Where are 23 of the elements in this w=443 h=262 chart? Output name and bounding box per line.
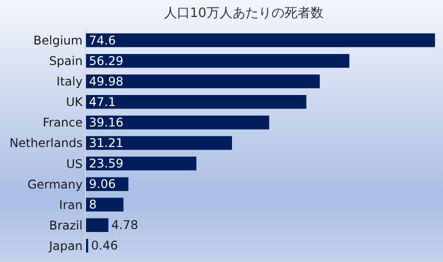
data-label: 74.6 — [89, 33, 116, 48]
y-tick-label: Spain — [49, 54, 83, 68]
y-tick-label: Italy — [56, 74, 83, 89]
data-label: 9.06 — [89, 177, 116, 192]
data-label: 47.1 — [89, 94, 116, 109]
data-label: 0.46 — [91, 238, 118, 253]
y-tick-label: Japan — [48, 238, 83, 253]
y-tick-label: Germany — [27, 177, 83, 192]
y-tick-label: France — [42, 116, 83, 130]
data-label: 31.21 — [89, 136, 124, 150]
y-tick-label: US — [66, 156, 83, 171]
data-label: 8 — [89, 198, 97, 212]
data-label: 23.59 — [89, 156, 124, 171]
y-tick-label: Iran — [59, 198, 83, 212]
chart-title: 人口10万人あたりの死者数 — [164, 6, 324, 21]
y-tick-label: UK — [66, 95, 84, 110]
y-tick-label: Belgium — [33, 33, 83, 48]
y-tick-label: Brazil — [49, 218, 83, 232]
y-tick-label: Netherlands — [9, 136, 83, 150]
data-label: 39.16 — [89, 115, 124, 130]
data-label: 56.29 — [89, 54, 124, 68]
data-label: 4.78 — [111, 218, 138, 232]
data-label: 49.98 — [89, 74, 124, 88]
